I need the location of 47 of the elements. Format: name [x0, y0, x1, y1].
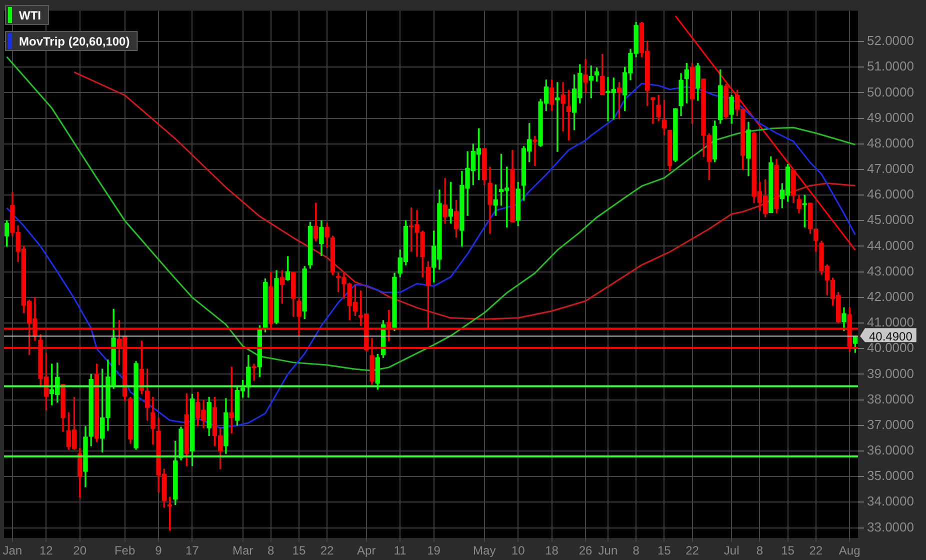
- legend-label: WTI: [19, 8, 41, 22]
- y-tick-label: 37.0000: [867, 416, 914, 432]
- x-tick-label: 10: [511, 544, 526, 558]
- y-tick-label: 43.0000: [867, 263, 914, 278]
- x-tick-label: 15: [781, 544, 795, 558]
- x-tick-label: 26: [578, 544, 592, 558]
- y-tick-label: 48.0000: [867, 135, 914, 150]
- y-tick-label: 42.0000: [867, 289, 914, 304]
- x-tick-label: 11: [394, 544, 407, 558]
- y-tick-label: 33.0000: [867, 519, 914, 534]
- y-tick-label: 38.0000: [867, 391, 914, 406]
- x-tick-label: 8: [632, 544, 640, 558]
- y-tick-label: 47.0000: [867, 161, 914, 176]
- x-tick-label: 15: [657, 544, 672, 558]
- x-tick-label: Jul: [724, 544, 740, 558]
- x-tick-label: 22: [320, 544, 334, 558]
- x-tick-label: 22: [809, 544, 823, 558]
- x-tick-label: 15: [292, 544, 306, 558]
- y-tick-label: 49.0000: [867, 110, 914, 125]
- y-tick-label: 36.0000: [867, 442, 914, 458]
- y-tick-label: 44.0000: [867, 238, 914, 253]
- x-tick-label: Feb: [114, 544, 136, 558]
- y-tick-label: 46.0000: [867, 186, 914, 202]
- x-tick-label: 19: [427, 544, 441, 558]
- x-tick-label: Mar: [232, 544, 254, 558]
- y-tick-label: 52.0000: [867, 33, 914, 48]
- x-tick-label: 8: [268, 544, 275, 558]
- x-tick-label: 9: [155, 544, 162, 558]
- y-tick-label: 41.0000: [867, 314, 914, 330]
- x-tick-label: Jan: [2, 544, 22, 558]
- x-tick-label: 20: [73, 544, 87, 558]
- y-tick-label: 51.0000: [867, 58, 914, 74]
- legend-label: MovTrip (20,60,100): [19, 34, 130, 48]
- x-tick-label: 18: [545, 544, 559, 558]
- x-tick-label: 12: [39, 544, 54, 558]
- y-tick-label: 34.0000: [867, 494, 914, 509]
- x-tick-label: 17: [186, 544, 200, 558]
- x-tick-label: Aug: [838, 544, 860, 558]
- y-tick-label: 35.0000: [867, 468, 914, 484]
- y-tick-label: 39.0000: [867, 366, 914, 381]
- x-tick-label: Jun: [598, 544, 618, 558]
- x-tick-label: Apr: [357, 544, 376, 558]
- x-tick-label: 22: [686, 544, 700, 558]
- y-tick-label: 45.0000: [867, 212, 914, 228]
- y-tick-label: 50.0000: [867, 84, 914, 100]
- x-tick-label: 8: [756, 544, 764, 558]
- x-tick-label: May: [473, 544, 496, 558]
